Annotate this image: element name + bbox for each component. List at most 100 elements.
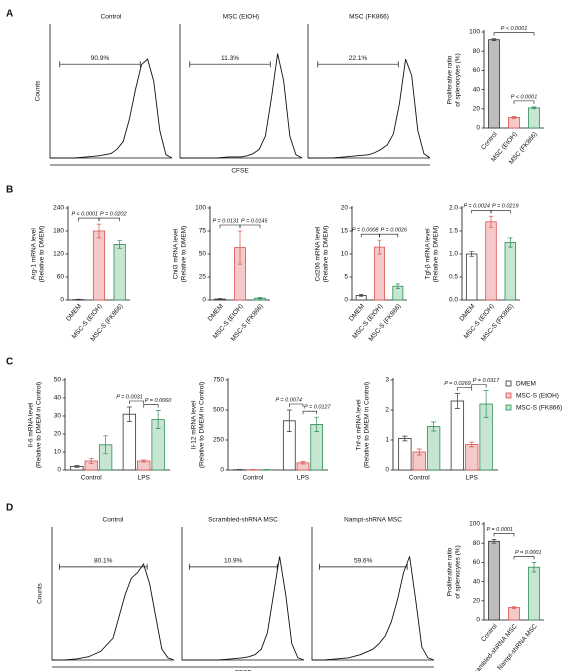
y-tick-label: 250 — [213, 437, 224, 444]
axis-frame — [179, 24, 302, 159]
error-bar — [377, 239, 382, 255]
x-tick-label: Control — [243, 475, 265, 482]
significance-bracket — [493, 32, 535, 36]
error-bar — [117, 240, 122, 249]
y-tick-label: 20 — [473, 598, 481, 605]
error-bar — [103, 435, 109, 455]
panel-label: A — [6, 9, 13, 20]
histogram-curve — [180, 53, 303, 159]
bar — [426, 426, 441, 471]
y-axis-label: Cd206 mRNA level — [315, 226, 322, 281]
bar — [465, 444, 479, 471]
significance-bracket — [143, 404, 159, 408]
error-bar — [511, 116, 517, 119]
y-axis-label: Counts — [37, 582, 44, 603]
y-tick-label: 10 — [54, 449, 62, 456]
y-tick-label: 50 — [54, 377, 62, 384]
bar — [488, 540, 500, 621]
legend-label: MSC-S (FK866) — [516, 405, 562, 412]
legend-label: MSC-S (EtOH) — [516, 393, 559, 400]
x-tick-label: DMEM — [458, 303, 476, 323]
bar — [488, 39, 500, 129]
panel-label: B — [6, 185, 13, 196]
error-bar — [76, 298, 81, 301]
p-value: P = 0.0031 — [116, 394, 143, 400]
p-value: P = 0.0001 — [515, 550, 542, 556]
error-bar — [96, 223, 102, 239]
x-tick-label: Nampt-shRNA MSC — [496, 623, 539, 671]
error-bar — [217, 298, 223, 300]
y-tick-label: 2 — [385, 407, 389, 414]
p-value: P = 0.0026 — [381, 228, 408, 234]
significance-bracket — [360, 233, 380, 238]
x-tick-label: LPS — [297, 475, 310, 482]
p-value: P < 0.0001 — [511, 94, 538, 100]
significance-bracket — [239, 224, 261, 228]
significance-bracket — [513, 556, 535, 560]
bar — [92, 230, 106, 301]
error-bar — [237, 230, 243, 265]
y-tick-label: 30 — [54, 413, 62, 420]
x-tick-label: LPS — [138, 475, 151, 482]
y-axis-label: of splenocytes (%) — [455, 53, 462, 106]
significance-bracket — [219, 224, 241, 228]
y-axis-label: (Relative to DMEM) — [433, 226, 440, 283]
significance-bracket — [289, 403, 304, 407]
significance-bracket — [457, 387, 473, 391]
error-bar — [141, 459, 147, 463]
histogram-curve — [308, 58, 431, 159]
error-bar — [491, 38, 497, 41]
y-axis-label: Tnf-α mRNA level — [356, 399, 363, 451]
legend-swatch — [505, 404, 512, 411]
p-value: P = 0.0219 — [492, 204, 519, 210]
p-value: P = 0.0060 — [145, 398, 172, 404]
y-axis-label: (Relative to DMEM) — [39, 226, 46, 283]
panel-label: D — [6, 503, 13, 514]
histogram-title: Scrambled-shRNA MSC — [208, 517, 278, 524]
x-tick-label: Control — [480, 622, 499, 643]
y-tick-label: 1.0 — [449, 251, 458, 258]
p-value: P = 0.0269 — [444, 381, 471, 387]
significance-bracket — [129, 400, 145, 404]
error-bar — [454, 393, 460, 409]
significance-bracket — [493, 533, 515, 537]
y-tick-label: 50 — [199, 251, 207, 258]
p-value: P = 0.0131 — [212, 218, 239, 224]
x-axis-label: CFSE — [234, 670, 252, 671]
y-tick-label: 25 — [199, 274, 207, 281]
y-tick-label: 60 — [473, 559, 481, 566]
significance-bracket — [78, 217, 100, 222]
gate — [188, 563, 278, 570]
y-tick-label: 2.0 — [449, 205, 458, 212]
gate — [189, 61, 271, 68]
y-tick-label: 0 — [385, 467, 389, 474]
error-bar — [300, 461, 306, 465]
bar — [508, 117, 520, 129]
histogram-curve — [52, 563, 175, 661]
p-value: P = 0.0001 — [486, 527, 513, 533]
error-bar — [469, 441, 475, 448]
bar — [465, 253, 478, 301]
panel-label: C — [6, 357, 13, 368]
p-value: P = 0.0317 — [473, 378, 500, 384]
error-bar — [508, 237, 513, 248]
error-bar — [126, 406, 132, 422]
p-value: P = 0.0008 — [352, 228, 379, 234]
y-axis-label: Chil3 mRNA level — [173, 228, 180, 279]
y-axis-label: (Relative to DMEM in Control) — [36, 382, 43, 468]
y-axis-label: (Relative to DMEM in Control) — [364, 382, 371, 468]
error-bar — [286, 409, 292, 432]
legend-swatch — [505, 392, 512, 399]
error-bar — [359, 294, 364, 297]
y-tick-label: 500 — [213, 407, 224, 414]
y-axis-label: Proliferative ratio — [447, 547, 454, 596]
y-tick-label: 0 — [220, 467, 224, 474]
significance-bracket — [471, 384, 487, 388]
p-value: P = 0.0145 — [241, 218, 268, 224]
error-bar — [511, 606, 517, 609]
y-axis-label: Counts — [35, 80, 42, 101]
bar — [113, 244, 126, 301]
y-tick-label: 0 — [57, 467, 61, 474]
x-tick-label: Control — [81, 475, 103, 482]
axis-frame — [307, 24, 430, 159]
